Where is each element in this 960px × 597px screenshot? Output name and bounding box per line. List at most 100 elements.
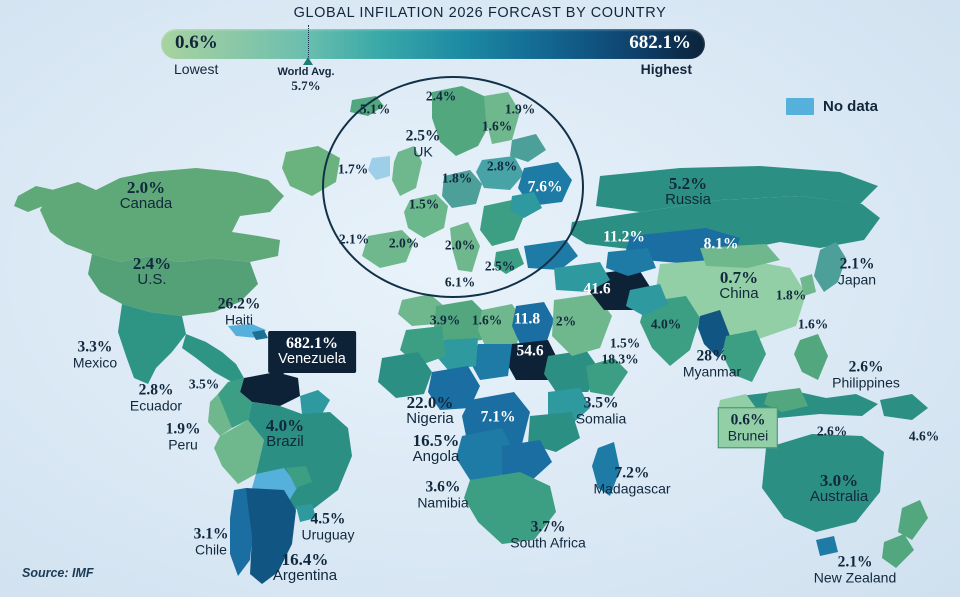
map-label-new-zealand[interactable]: 2.1% New Zealand xyxy=(814,554,897,586)
map-label-value: 3.1% xyxy=(193,525,229,543)
country-paraguay xyxy=(286,466,312,488)
map-label-value: 1.6% xyxy=(481,118,513,134)
legend-high-value: 682.1% xyxy=(629,32,691,53)
map-label-1-6[interactable]: 1.6% xyxy=(481,118,513,135)
map-label-angola[interactable]: 16.5% Angola xyxy=(413,431,460,466)
map-label-brazil[interactable]: 4.0% Brazil xyxy=(265,416,305,451)
map-label-value: 7.1% xyxy=(480,408,516,426)
map-label-2-0[interactable]: 2.0% xyxy=(389,236,419,252)
country-libya xyxy=(478,304,524,348)
map-label-name: Myanmar xyxy=(682,363,742,380)
map-label-value: 3.5% xyxy=(583,394,619,412)
country-myanmar xyxy=(698,310,730,358)
map-label-value: 2.0% xyxy=(444,237,476,253)
country-somalia xyxy=(586,358,628,396)
map-label-australia[interactable]: 3.0% Australia xyxy=(810,471,868,506)
country-finland xyxy=(484,92,520,144)
map-label-name: Venezuela xyxy=(278,351,346,368)
map-label-mexico[interactable]: 3.3% Mexico xyxy=(73,339,117,371)
map-label-canada[interactable]: 2.0% Canada xyxy=(120,178,173,213)
map-label-1-7[interactable]: 1.7% xyxy=(338,162,368,178)
map-label-1-5[interactable]: 1.5% xyxy=(409,197,439,213)
map-label-4-6[interactable]: 4.6% xyxy=(909,429,939,445)
map-label-2-8[interactable]: 2.8% xyxy=(487,159,517,175)
map-label-south-africa[interactable]: 3.7% South Africa xyxy=(510,519,586,551)
map-label-madagascar[interactable]: 7.2% Madagascar xyxy=(593,465,670,497)
country-centralamerica xyxy=(182,334,244,382)
world-average-caption: World Avg. xyxy=(277,66,335,78)
country-borneo xyxy=(764,388,808,412)
map-label-1-9[interactable]: 1.9% xyxy=(505,102,535,118)
map-label-2-1[interactable]: 2.1% xyxy=(339,232,369,248)
map-label-3-5[interactable]: 3.5% xyxy=(189,377,219,393)
map-label-japan[interactable]: 2.1% Japan xyxy=(838,256,876,288)
map-label-1-6[interactable]: 1.6% xyxy=(472,313,502,329)
country-nigeria xyxy=(428,366,480,410)
map-label-chile[interactable]: 3.1% Chile xyxy=(193,525,229,558)
map-label-1-8[interactable]: 1.8% xyxy=(776,288,806,304)
map-label-philippines[interactable]: 2.6% Philippines xyxy=(832,359,900,391)
map-label-1-8[interactable]: 1.8% xyxy=(442,171,472,187)
map-label-8-1[interactable]: 8.1% xyxy=(704,236,739,254)
map-label-u-s[interactable]: 2.4% U.S. xyxy=(133,254,171,289)
map-label-11-2[interactable]: 11.2% xyxy=(603,229,645,247)
country-newzealand-south xyxy=(882,534,914,568)
map-label-name: China xyxy=(719,285,759,303)
map-label-7-1[interactable]: 7.1% xyxy=(480,408,516,427)
country-turkey-inset xyxy=(524,240,578,270)
country-russia-north xyxy=(596,166,878,212)
map-label-brunei[interactable]: 0.6% Brunei xyxy=(717,407,779,449)
map-label-myanmar[interactable]: 28% Myanmar xyxy=(682,348,742,380)
map-label-uk[interactable]: 2.5% UK xyxy=(406,128,441,160)
map-label-name: Haiti xyxy=(224,311,253,328)
map-label-value: 4.0% xyxy=(265,416,305,436)
country-iceland xyxy=(350,96,384,116)
country-uk xyxy=(392,146,422,196)
map-label-value: 5.1% xyxy=(359,101,391,117)
map-label-3-9[interactable]: 3.9% xyxy=(430,313,460,329)
map-label-5-1[interactable]: 5.1% xyxy=(359,101,391,118)
country-centralasia xyxy=(606,248,656,276)
map-label-name: Peru xyxy=(168,436,198,453)
map-label-1-6[interactable]: 1.6% xyxy=(798,317,828,333)
country-ireland xyxy=(368,156,390,180)
map-label-somalia[interactable]: 3.5% Somalia xyxy=(576,394,627,427)
country-chile xyxy=(230,488,254,576)
map-label-value: 7.6% xyxy=(527,178,563,196)
map-label-2-0[interactable]: 2.0% xyxy=(444,237,476,254)
map-label-peru[interactable]: 1.9% Peru xyxy=(166,421,201,453)
map-label-uruguay[interactable]: 4.5% Uruguay xyxy=(302,511,355,543)
map-label-1-5[interactable]: 1.5% xyxy=(610,336,640,352)
map-label-2-5[interactable]: 2.5% xyxy=(485,259,515,275)
country-australia xyxy=(762,434,884,532)
map-label-2-6[interactable]: 2.6% xyxy=(817,424,847,440)
map-label-11-8[interactable]: 11.8 xyxy=(514,311,540,329)
country-argentina xyxy=(246,488,296,584)
map-label-2-4[interactable]: 2.4% xyxy=(426,89,456,105)
map-label-54-6[interactable]: 54.6 xyxy=(516,343,543,361)
country-greece xyxy=(494,248,524,274)
map-label-ecuador[interactable]: 2.8% Ecuador xyxy=(129,382,183,414)
map-label-6-1[interactable]: 6.1% xyxy=(445,275,475,291)
country-mexico xyxy=(118,304,186,384)
map-label-2[interactable]: 2% xyxy=(556,314,576,330)
map-label-7-6[interactable]: 7.6% xyxy=(527,178,563,197)
map-label-name: Ecuador xyxy=(129,397,183,414)
map-label-4-0[interactable]: 4.0% xyxy=(651,317,681,333)
map-label-value: 22.0% xyxy=(406,393,454,413)
map-label-18-3[interactable]: 18.3% xyxy=(601,352,638,368)
map-label-nigeria[interactable]: 22.0% Nigeria xyxy=(406,393,454,428)
world-average-label: World Avg. 5.7% xyxy=(256,66,356,94)
country-zambia xyxy=(502,440,552,482)
map-label-argentina[interactable]: 16.4% Argentina xyxy=(273,550,337,585)
map-label-41-6[interactable]: 41.6 xyxy=(583,281,610,299)
world-average-value: 5.7% xyxy=(291,77,321,93)
map-label-haiti[interactable]: 26.2% Haiti xyxy=(218,296,261,328)
no-data-key: No data xyxy=(786,98,878,115)
map-label-venezuela[interactable]: 682.1% Venezuela xyxy=(268,331,356,381)
map-label-name: Namibia xyxy=(417,494,469,511)
map-label-namibia[interactable]: 3.6% Namibia xyxy=(417,479,469,511)
map-label-russia[interactable]: 5.2% Russia xyxy=(665,174,711,209)
map-label-name: Philippines xyxy=(832,374,900,391)
map-label-china[interactable]: 0.7% China xyxy=(719,268,759,303)
